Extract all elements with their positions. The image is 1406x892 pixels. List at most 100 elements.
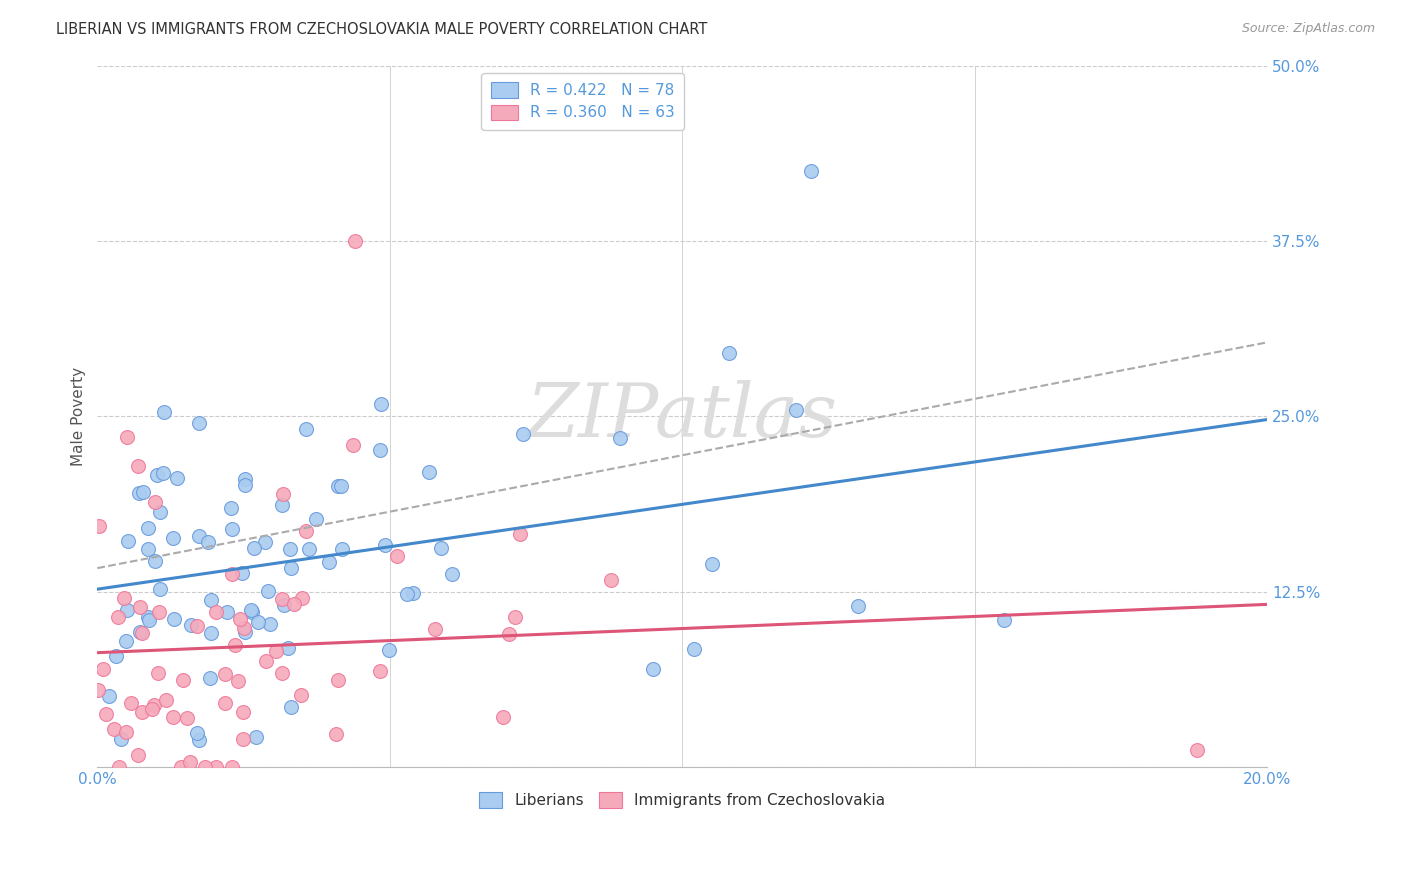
Point xyxy=(149,504,172,518)
Point xyxy=(115,633,138,648)
Point xyxy=(200,625,222,640)
Point xyxy=(103,722,125,736)
Point xyxy=(138,521,160,535)
Point xyxy=(395,587,418,601)
Point xyxy=(271,487,294,501)
Point xyxy=(277,641,299,656)
Point xyxy=(240,605,263,619)
Point xyxy=(187,417,209,431)
Point xyxy=(240,603,263,617)
Point xyxy=(492,709,515,723)
Point xyxy=(295,524,318,538)
Point xyxy=(266,643,288,657)
Point xyxy=(290,689,312,703)
Point xyxy=(509,527,531,541)
Text: Source: ZipAtlas.com: Source: ZipAtlas.com xyxy=(1241,22,1375,36)
Point xyxy=(291,591,314,605)
Point xyxy=(217,606,239,620)
Point xyxy=(188,529,211,543)
Point xyxy=(87,683,110,698)
Point xyxy=(278,541,301,556)
Point xyxy=(385,549,408,564)
Point xyxy=(127,458,149,473)
Point xyxy=(112,591,135,605)
Point xyxy=(643,662,665,676)
Point xyxy=(271,591,294,606)
Point xyxy=(304,512,326,526)
Point xyxy=(115,430,138,444)
Point xyxy=(200,592,222,607)
Point xyxy=(221,760,243,774)
Point xyxy=(115,603,138,617)
Point xyxy=(221,567,243,582)
Point xyxy=(166,471,188,485)
Point xyxy=(846,599,869,613)
Point xyxy=(326,673,349,687)
Point xyxy=(127,747,149,762)
Point xyxy=(231,566,253,581)
Point xyxy=(993,613,1015,627)
Point xyxy=(318,555,340,569)
Point xyxy=(374,538,396,552)
Point xyxy=(257,584,280,599)
Point xyxy=(136,541,159,556)
Point xyxy=(280,561,302,575)
Point xyxy=(170,760,193,774)
Point xyxy=(143,495,166,509)
Point xyxy=(229,612,252,626)
Point xyxy=(342,437,364,451)
Legend: Liberians, Immigrants from Czechoslovakia: Liberians, Immigrants from Czechoslovaki… xyxy=(471,784,893,816)
Point xyxy=(233,621,256,635)
Point xyxy=(370,397,392,411)
Point xyxy=(117,533,139,548)
Point xyxy=(155,693,177,707)
Point xyxy=(110,732,132,747)
Point xyxy=(418,465,440,479)
Point xyxy=(138,613,160,627)
Point xyxy=(136,610,159,624)
Point xyxy=(128,486,150,500)
Y-axis label: Male Poverty: Male Poverty xyxy=(72,367,86,466)
Point xyxy=(131,706,153,720)
Point xyxy=(498,627,520,641)
Point xyxy=(221,501,243,516)
Point xyxy=(283,597,305,611)
Point xyxy=(128,600,150,615)
Point xyxy=(233,477,256,491)
Point xyxy=(98,689,121,703)
Point xyxy=(682,641,704,656)
Point xyxy=(163,612,186,626)
Text: LIBERIAN VS IMMIGRANTS FROM CZECHOSLOVAKIA MALE POVERTY CORRELATION CHART: LIBERIAN VS IMMIGRANTS FROM CZECHOSLOVAK… xyxy=(56,22,707,37)
Point xyxy=(143,554,166,568)
Point xyxy=(423,622,446,636)
Point xyxy=(503,610,526,624)
Point xyxy=(280,700,302,714)
Point xyxy=(193,760,215,774)
Point xyxy=(600,574,623,588)
Point xyxy=(91,662,114,676)
Point xyxy=(330,479,353,493)
Point xyxy=(214,696,236,710)
Point xyxy=(232,731,254,746)
Point xyxy=(295,422,318,436)
Point xyxy=(162,531,184,545)
Point xyxy=(430,541,453,556)
Point xyxy=(146,468,169,483)
Point xyxy=(368,442,391,457)
Point xyxy=(141,702,163,716)
Point xyxy=(259,617,281,632)
Point xyxy=(148,605,170,619)
Point xyxy=(254,654,277,668)
Point xyxy=(186,619,208,633)
Point xyxy=(441,566,464,581)
Point xyxy=(270,498,292,512)
Point xyxy=(131,485,153,500)
Text: ZIPatlas: ZIPatlas xyxy=(527,380,838,452)
Point xyxy=(228,673,250,688)
Point xyxy=(609,431,631,445)
Point xyxy=(205,760,228,774)
Point xyxy=(180,618,202,632)
Point xyxy=(197,535,219,549)
Point xyxy=(108,760,131,774)
Point xyxy=(131,625,153,640)
